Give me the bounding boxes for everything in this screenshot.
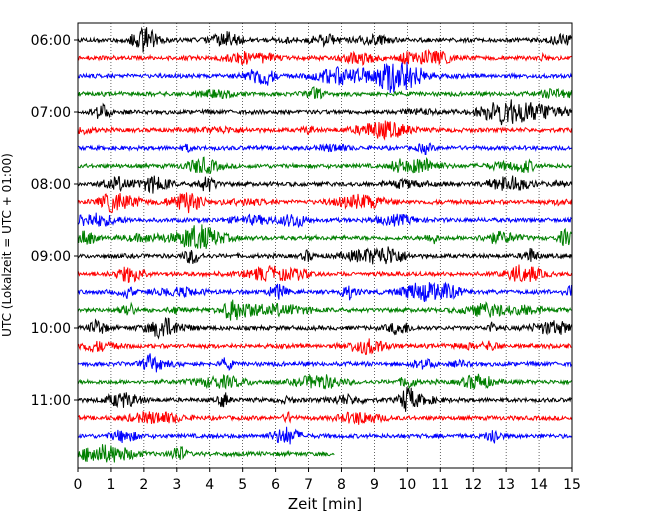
- trace-0645: [77, 86, 572, 100]
- trace-0730: [77, 142, 572, 155]
- x-tick-label: 3: [172, 477, 181, 493]
- x-tick-label: 2: [139, 477, 148, 493]
- seismic-traces: [77, 26, 572, 463]
- trace-0700: [77, 99, 572, 126]
- x-tick-label: 15: [563, 477, 581, 493]
- y-tick-label: 10:00: [31, 321, 71, 337]
- trace-0800: [77, 175, 572, 194]
- x-tick-label: 7: [304, 477, 313, 493]
- trace-0615: [77, 48, 572, 67]
- trace-0815: [77, 192, 572, 214]
- plot-frame: [77, 22, 573, 469]
- trace-0630: [77, 61, 572, 94]
- trace-1000: [77, 316, 572, 340]
- x-tick-label: 10: [398, 477, 416, 493]
- trace-0900: [77, 246, 572, 265]
- x-tick-label: 8: [337, 477, 346, 493]
- y-tick-label: 06:00: [31, 33, 71, 49]
- trace-0715: [77, 120, 572, 141]
- x-tick-label: 9: [370, 477, 379, 493]
- trace-1145: [77, 444, 335, 463]
- x-tick-label: 0: [74, 477, 83, 493]
- x-tick-label: 13: [497, 477, 515, 493]
- x-tick-label: 12: [464, 477, 482, 493]
- x-tick-label: 11: [431, 477, 449, 493]
- trace-0830: [77, 212, 572, 229]
- y-tick-label: 07:00: [31, 105, 71, 121]
- y-tick-label: 09:00: [31, 249, 71, 265]
- x-tick-label: 4: [205, 477, 214, 493]
- trace-1015: [77, 338, 572, 356]
- x-axis-ticks: 0 1 2 3 4 5 6 7 8 9 10 11 12 13 14 15: [74, 468, 581, 493]
- trace-0930: [77, 281, 572, 302]
- trace-0945: [77, 299, 572, 321]
- y-tick-label: 11:00: [31, 393, 71, 409]
- x-axis-label: Zeit [min]: [288, 495, 362, 513]
- trace-1100: [78, 386, 572, 412]
- trace-0600: [77, 26, 572, 53]
- trace-1045: [77, 373, 572, 390]
- trace-1115: [77, 410, 572, 425]
- trace-0845: [77, 224, 572, 249]
- trace-0745: [77, 156, 572, 175]
- y-tick-label: 08:00: [31, 177, 71, 193]
- x-tick-label: 5: [238, 477, 247, 493]
- x-tick-label: 14: [530, 477, 548, 493]
- x-tick-label: 6: [271, 477, 280, 493]
- y-axis-label: UTC (Lokalzeit = UTC + 01:00): [0, 153, 14, 337]
- x-tick-label: 1: [106, 477, 115, 493]
- y-axis-ticks: 06:00 07:00 08:00 09:00 10:00 11:00: [31, 33, 78, 409]
- trace-1030: [77, 353, 572, 373]
- trace-1130: [77, 426, 572, 445]
- trace-0915: [77, 264, 572, 284]
